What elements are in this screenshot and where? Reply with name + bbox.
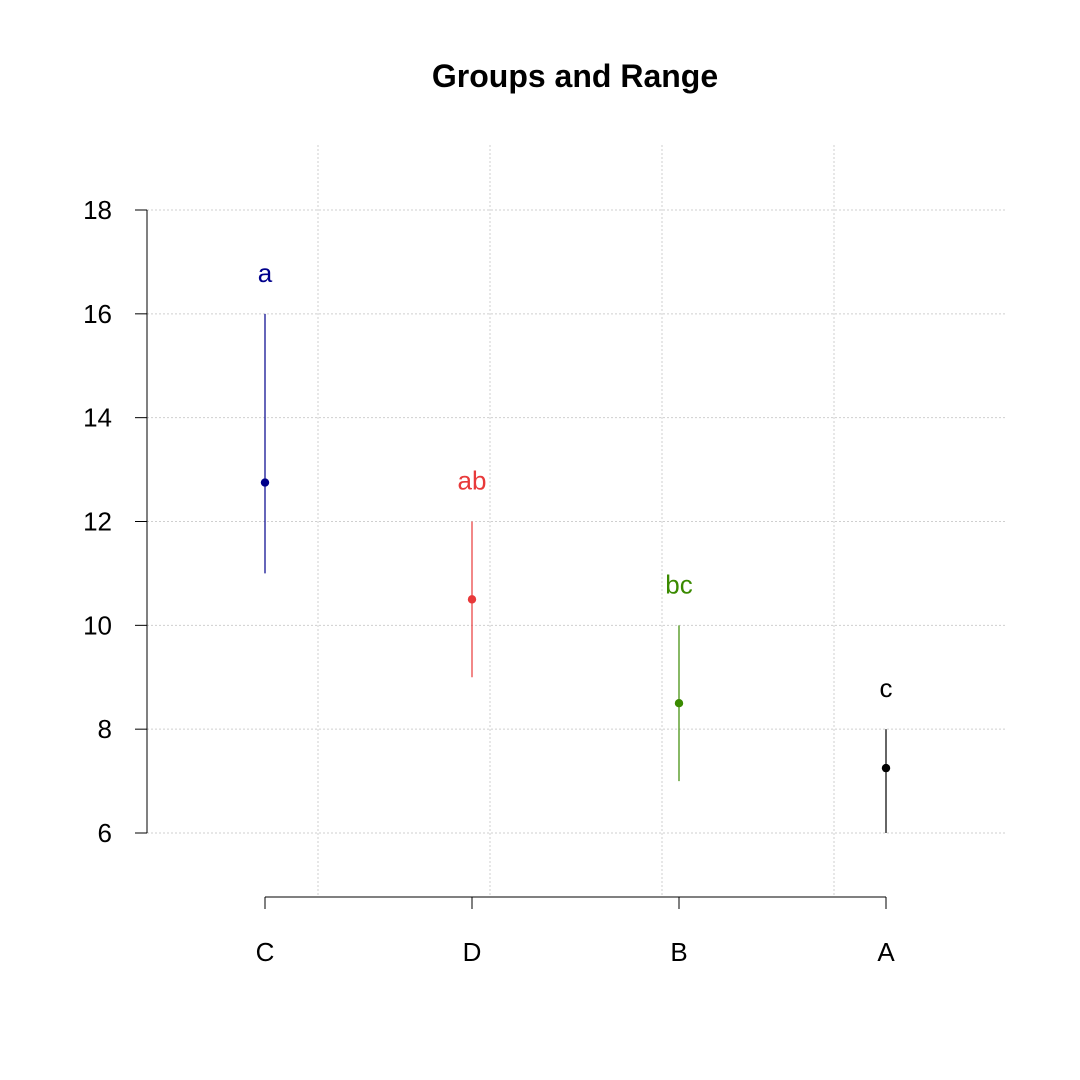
y-tick-label: 6 xyxy=(98,818,112,848)
x-tick-label: B xyxy=(670,937,687,967)
mean-point-C xyxy=(260,478,270,487)
y-tick-label: 18 xyxy=(83,195,112,225)
y-tick-label: 10 xyxy=(83,610,112,640)
x-tick-label: D xyxy=(463,937,482,967)
y-tick-label: 16 xyxy=(83,299,112,329)
data-layer: a ab bc c xyxy=(258,258,893,833)
y-tick-label: 8 xyxy=(98,714,112,744)
mean-point-A xyxy=(881,763,891,773)
chart-title: Groups and Range xyxy=(432,58,718,94)
group-letter-B: bc xyxy=(665,569,692,599)
group-letter-C: a xyxy=(258,258,273,288)
grid xyxy=(147,145,1006,896)
y-tick-label: 14 xyxy=(83,403,112,433)
x-tick-label: C xyxy=(256,937,275,967)
group-letter-D: ab xyxy=(458,466,487,496)
group-letter-A: c xyxy=(880,673,893,703)
x-tick-label: A xyxy=(877,937,895,967)
mean-point-B xyxy=(674,699,684,708)
mean-point-D xyxy=(467,595,477,604)
y-tick-label: 12 xyxy=(83,507,112,537)
axes: 6 8 10 12 14 16 18 C D B A xyxy=(83,195,895,967)
